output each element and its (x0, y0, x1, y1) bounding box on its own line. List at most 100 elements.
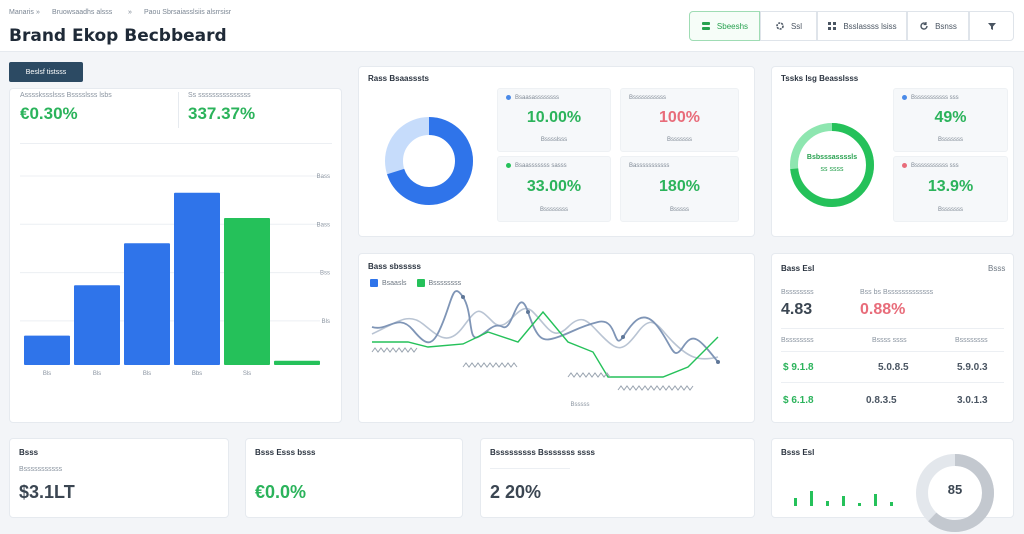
stat-label: Bsaasassssssss (506, 95, 559, 101)
card-title: Bsssssssss Bsssssss ssss (490, 448, 595, 457)
data-point[interactable] (461, 295, 465, 299)
overview-tab[interactable]: Beslsf tistsss (9, 62, 83, 82)
legend-item[interactable]: Bssssssss (416, 279, 462, 287)
summary-card (9, 438, 229, 518)
bar[interactable] (124, 243, 170, 365)
table-cell: 5.0.8.5 (878, 362, 909, 373)
bar[interactable] (24, 335, 70, 365)
stat-value: 100% (659, 109, 700, 126)
breadcrumb-separator: » (128, 9, 132, 16)
x-tick-label: Bls (143, 371, 151, 375)
stat-value: $3.1LT (19, 482, 75, 502)
settings-button[interactable]: Ssl (760, 11, 817, 41)
metric-label: Bss bs Bsssssssssssss (860, 289, 934, 296)
legend-item[interactable]: Bsaasls (370, 279, 407, 287)
data-point[interactable] (526, 310, 530, 314)
data-point[interactable] (716, 360, 720, 364)
stacks-button[interactable]: Sbeeshs (689, 11, 760, 41)
x-tick-label: Sls (243, 371, 251, 375)
stat-label: Bsssssssssss (19, 466, 63, 473)
divider (490, 468, 570, 469)
stat-value: 10.00% (526, 109, 582, 126)
ring-chart (790, 123, 874, 207)
x-tick-label: Bls (93, 371, 101, 375)
stat-sublabel: Bsssssss (666, 137, 692, 143)
card-title: Bsss Esl (781, 448, 815, 457)
breadcrumb-separator: » (36, 9, 40, 16)
stat-box: Bsssssssssss sss 13.9% Bsssssss (893, 156, 1008, 222)
mini-bar (890, 502, 893, 506)
ring-center-text: Bsbsssassssls (806, 154, 858, 161)
stat-label-text: Bsssssssssss (629, 95, 667, 101)
summary-card (245, 438, 463, 518)
grid-view-button[interactable]: Bsslassss lsiss (817, 11, 907, 41)
bar-chart: Bls Bls Bls Bbs Sls Bass Bass Bss Bls (20, 174, 330, 375)
stack-icon (701, 22, 710, 30)
stat-label: Asssskssslsss Bsssslsss lsbs (20, 92, 112, 99)
series-noise (371, 347, 694, 391)
mini-bar-chart (794, 491, 893, 506)
refresh-button[interactable]: Bsnss (907, 11, 969, 41)
breadcrumb-item[interactable]: Manaris (9, 9, 34, 16)
metrics-card (771, 253, 1014, 423)
divider (781, 382, 1004, 383)
settings-icon (776, 22, 784, 30)
stat-sublabel: Bsssslsss (540, 137, 568, 143)
donut-chart (385, 117, 473, 205)
gauge-value: 85 (947, 482, 963, 497)
stat-label-text: Bsssssssssss sss (911, 95, 959, 102)
column-header: Bssss ssss (872, 337, 907, 344)
filter-button[interactable] (969, 11, 1014, 41)
series-line-blue (371, 290, 719, 363)
stat-box: Bsaasassssssss 10.00% Bsssslsss (497, 88, 611, 152)
stat-value: 337.37% (188, 104, 256, 123)
x-axis-label: Bsssss (570, 402, 590, 408)
stat-value: 2 20% (490, 482, 542, 502)
table-cell: 0.8.3.5 (866, 395, 897, 406)
stat-label-text: Bsssssssssss sss (911, 163, 959, 170)
refresh-button-label: Bsnss (935, 21, 957, 31)
stat-label-text: Bsaasassssssss (515, 95, 560, 102)
legend-label: Bssssssss (428, 279, 462, 287)
card-corner-label[interactable]: Bsss (988, 264, 1006, 273)
stat-value: 13.9% (927, 178, 974, 195)
divider (178, 92, 179, 128)
x-tick-label: Bbs (192, 371, 202, 375)
divider (781, 351, 1004, 352)
column-header: Bssssssss (955, 337, 988, 344)
stat-label-text: Basssssssssss (629, 163, 670, 169)
table-cell: 5.9.0.3 (957, 362, 988, 373)
bar[interactable] (74, 285, 120, 365)
stacks-button-label: Sbeeshs (716, 21, 749, 31)
stat-box: Bsssssssssss sss 49% Bsssssss (893, 88, 1008, 152)
stat-sublabel: Bsssssss (937, 207, 963, 213)
card-title: Tssks Isg Beasslsss (781, 74, 859, 83)
stat-value: 49% (934, 109, 967, 126)
mini-bar (842, 496, 845, 506)
line-chart (371, 290, 720, 391)
grid-view-button-label: Bsslassss lsiss (843, 21, 897, 31)
mini-bar (794, 498, 797, 506)
filter-icon (987, 23, 996, 30)
stat-label: Ss sssssssssssssss (188, 92, 251, 99)
divider (781, 328, 1004, 329)
stat-value: €0.0% (255, 482, 307, 502)
series-line-grey (371, 307, 719, 360)
data-point[interactable] (621, 335, 625, 339)
stat-label: Basssssssssss (629, 163, 669, 169)
legend-dot (506, 95, 511, 100)
table-cell: 3.0.1.3 (957, 395, 988, 406)
y-tick-label: Bass (317, 222, 330, 228)
column-header: Bssssssss (781, 337, 814, 344)
bar[interactable] (174, 192, 220, 365)
bar[interactable] (274, 360, 320, 365)
table-cell: $ 9.1.8 (783, 362, 814, 373)
bar[interactable] (224, 218, 270, 365)
top-bar: Manaris » Bruowsaadhs alsss » Paou Sbrsa… (0, 0, 1024, 52)
y-tick-label: Bass (317, 174, 330, 180)
legend-swatch (370, 279, 378, 287)
breadcrumb-item[interactable]: Paou Sbrsaiasslsiis alsrrsisr (144, 9, 232, 16)
x-tick-label: Bls (43, 371, 51, 375)
summary-card (480, 438, 755, 518)
breadcrumb-item[interactable]: Bruowsaadhs alsss (52, 9, 113, 16)
